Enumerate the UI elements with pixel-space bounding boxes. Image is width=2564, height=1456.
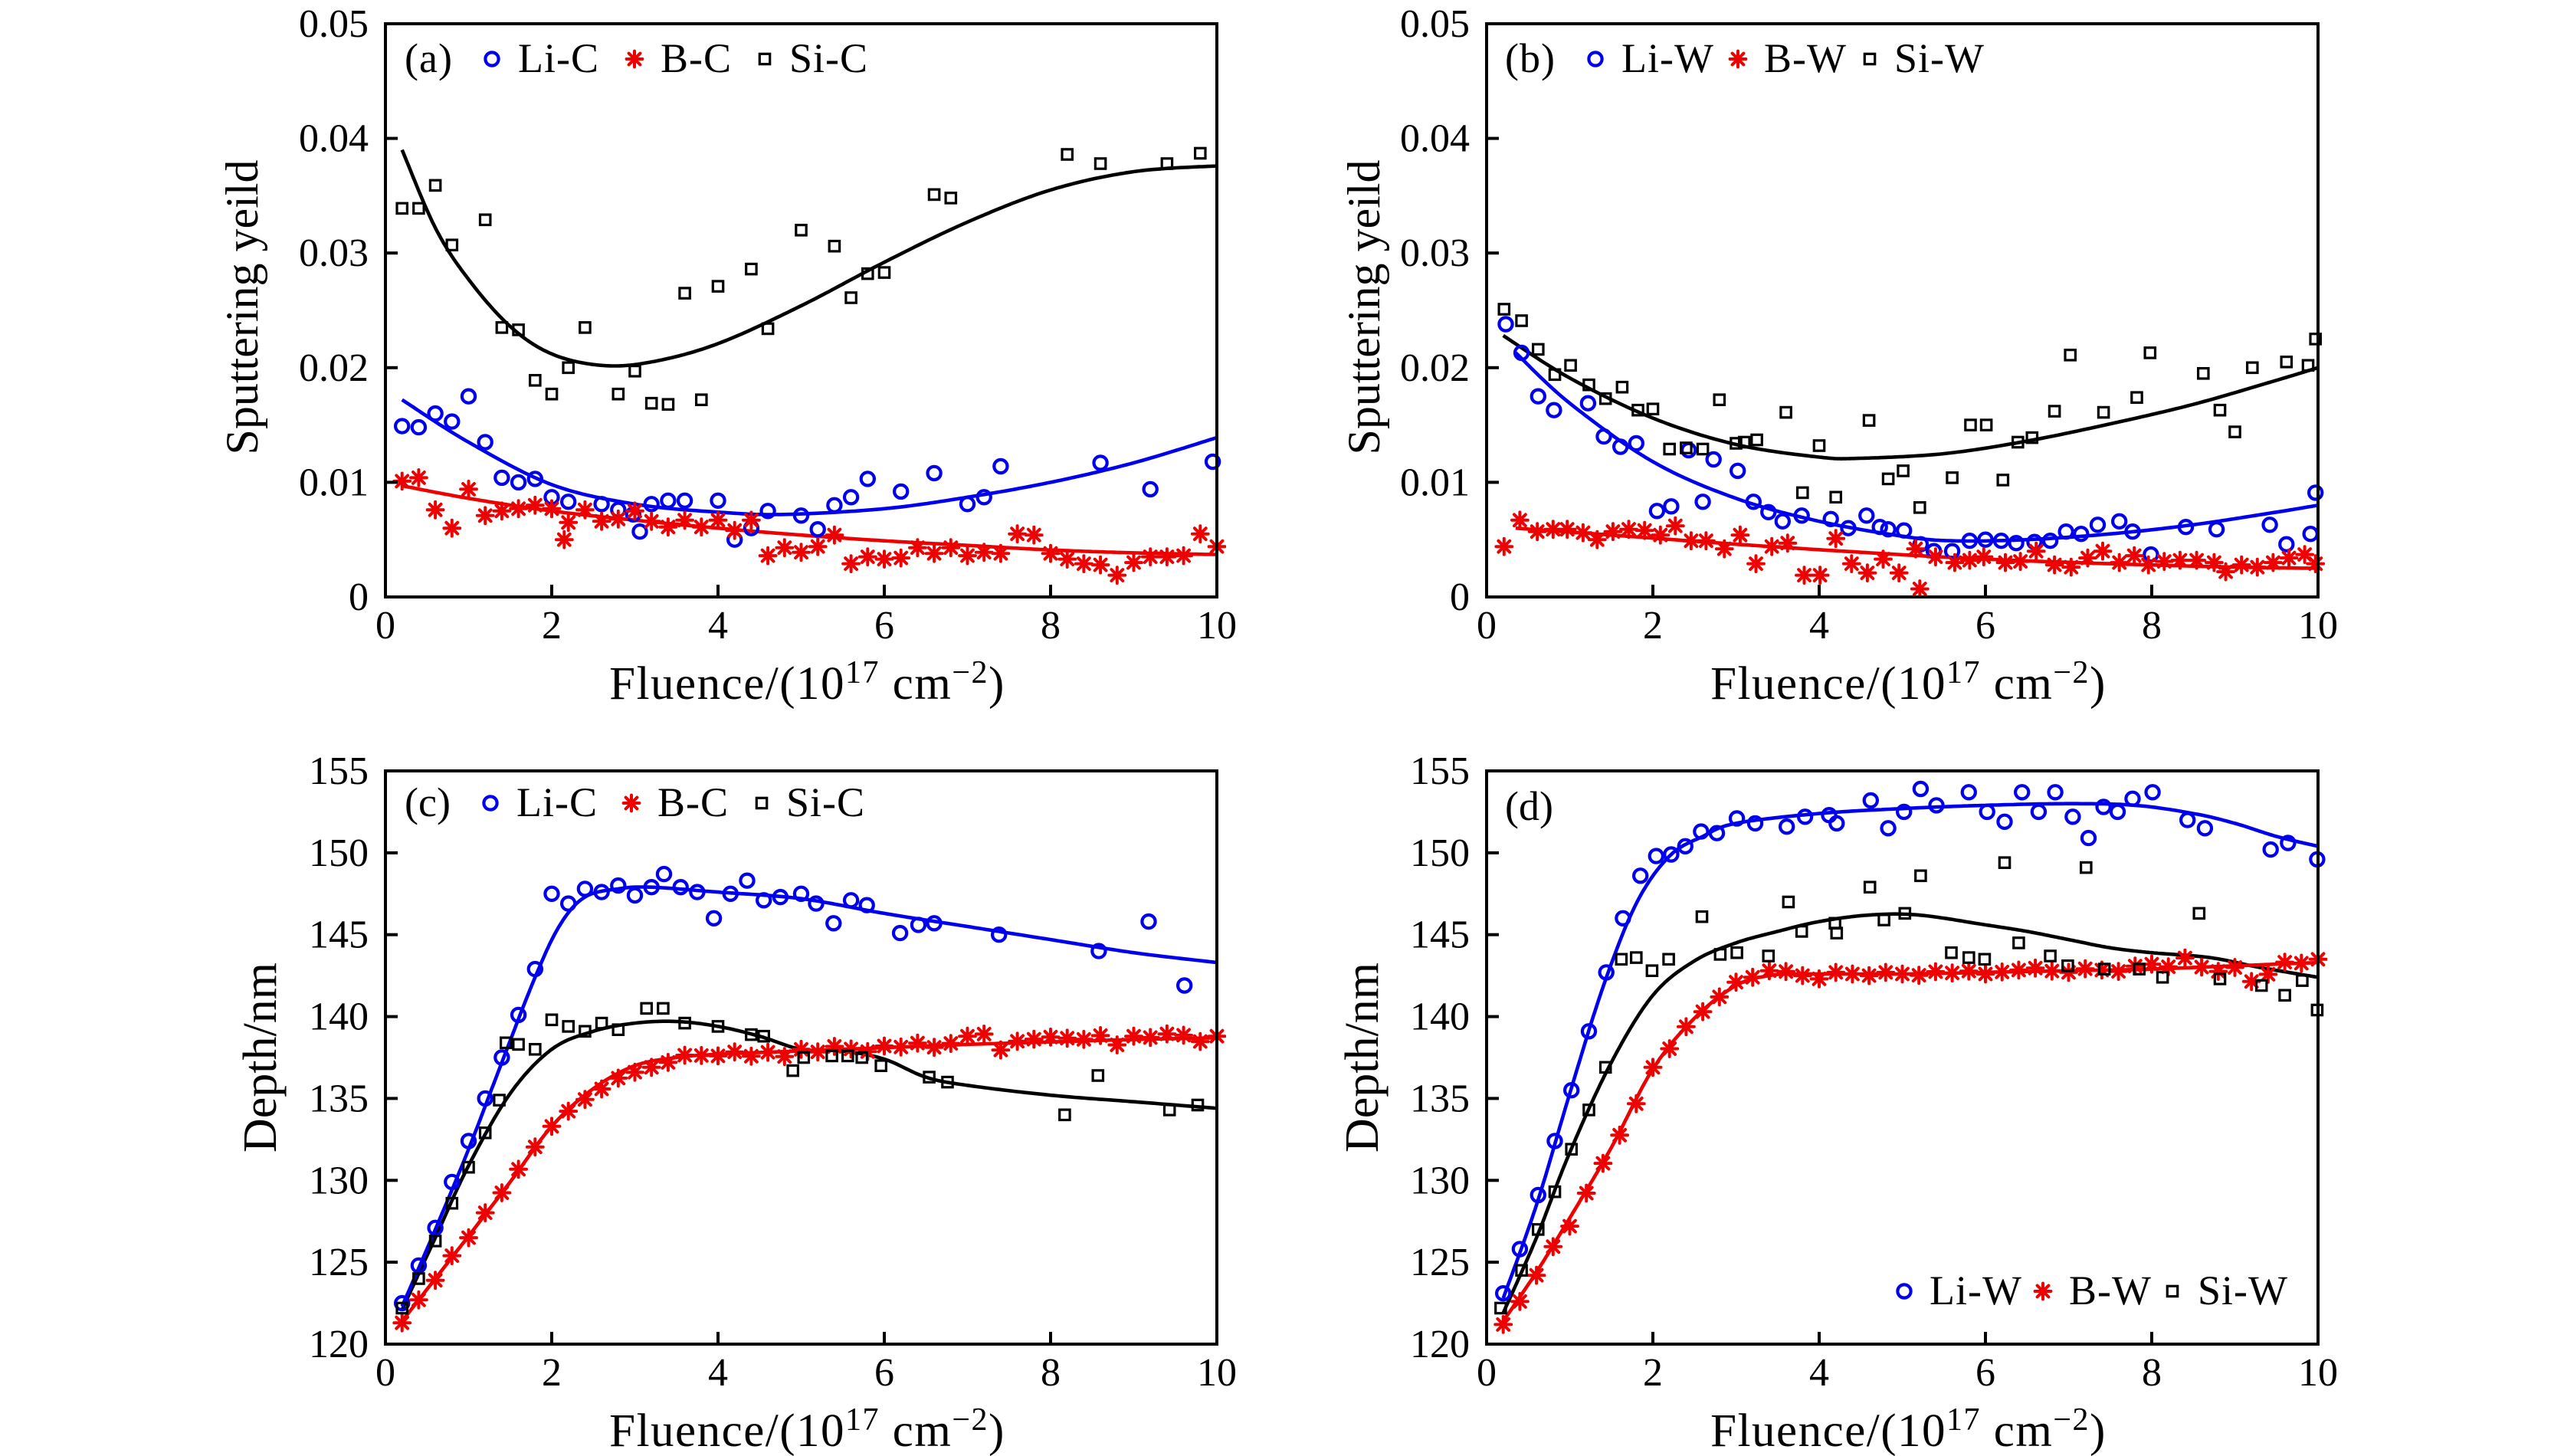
svg-text:125: 125 [309,1241,369,1284]
svg-text:120: 120 [309,1323,369,1366]
svg-text:155: 155 [1410,749,1470,793]
svg-text:Sputtering yeild: Sputtering yeild [1339,160,1389,455]
svg-text:0: 0 [375,604,395,648]
svg-text:4: 4 [708,1351,728,1395]
svg-text:Sputtering yeild: Sputtering yeild [217,160,267,455]
svg-text:140: 140 [309,995,369,1039]
svg-text:Li-W: Li-W [1621,35,1714,81]
svg-text:0: 0 [375,1351,395,1395]
svg-text:0: 0 [1477,1351,1497,1395]
svg-text:120: 120 [1410,1323,1470,1366]
svg-text:6: 6 [874,1351,894,1395]
svg-text:Li-W: Li-W [1930,1267,2022,1313]
svg-text:Li-C: Li-C [516,779,598,825]
svg-text:150: 150 [309,831,369,875]
svg-text:135: 135 [1410,1077,1470,1120]
svg-text:10: 10 [2298,604,2338,648]
svg-text:8: 8 [1041,604,1061,648]
svg-text:0.04: 0.04 [1400,117,1470,161]
svg-text:0.05: 0.05 [1400,2,1470,46]
svg-text:(c): (c) [405,779,451,825]
svg-text:0.01: 0.01 [1400,461,1470,504]
svg-text:B-C: B-C [657,779,729,825]
svg-text:0.05: 0.05 [299,2,369,46]
svg-text:0.02: 0.02 [1400,346,1470,390]
svg-text:Si-W: Si-W [1894,35,1985,81]
svg-text:Fluence/(1017 cm−2): Fluence/(1017 cm−2) [1710,655,2107,710]
svg-text:0.02: 0.02 [299,346,369,390]
svg-text:Si-C: Si-C [789,35,868,81]
svg-text:6: 6 [874,604,894,648]
svg-text:125: 125 [1410,1241,1470,1284]
svg-text:0.03: 0.03 [1400,231,1470,275]
svg-text:8: 8 [2142,1351,2162,1395]
svg-text:0.01: 0.01 [299,461,369,504]
svg-text:(d): (d) [1505,783,1553,829]
svg-text:2: 2 [542,1351,562,1395]
svg-text:2: 2 [1643,1351,1663,1395]
svg-text:Fluence/(1017 cm−2): Fluence/(1017 cm−2) [1710,1402,2107,1456]
svg-text:10: 10 [2298,1351,2338,1395]
svg-text:0.03: 0.03 [299,231,369,275]
svg-text:2: 2 [542,604,562,648]
svg-text:Fluence/(1017 cm−2): Fluence/(1017 cm−2) [609,655,1005,710]
svg-text:130: 130 [309,1159,369,1202]
svg-text:0.04: 0.04 [299,117,369,161]
svg-text:B-W: B-W [1764,35,1847,81]
svg-text:4: 4 [708,604,728,648]
svg-text:Depth/nm: Depth/nm [234,962,287,1153]
svg-text:6: 6 [1975,604,1995,648]
svg-text:0: 0 [1477,604,1497,648]
svg-text:6: 6 [1975,1351,1995,1395]
svg-text:2: 2 [1643,604,1663,648]
svg-text:8: 8 [1041,1351,1061,1395]
svg-text:Si-C: Si-C [786,779,865,825]
svg-text:B-W: B-W [2069,1267,2152,1313]
svg-text:140: 140 [1410,995,1470,1039]
svg-text:(b): (b) [1505,35,1556,81]
svg-text:130: 130 [1410,1159,1470,1202]
svg-text:0: 0 [1450,576,1470,619]
svg-text:4: 4 [1809,1351,1829,1395]
svg-text:135: 135 [309,1077,369,1120]
svg-text:155: 155 [309,749,369,793]
svg-text:150: 150 [1410,831,1470,875]
svg-text:145: 145 [1410,913,1470,957]
svg-text:10: 10 [1197,604,1237,648]
svg-text:0: 0 [349,576,369,619]
svg-text:(a): (a) [405,35,453,81]
svg-text:Si-W: Si-W [2198,1267,2288,1313]
svg-text:4: 4 [1809,604,1829,648]
svg-text:145: 145 [309,913,369,957]
svg-text:8: 8 [2142,604,2162,648]
svg-text:Li-C: Li-C [518,35,599,81]
svg-text:B-C: B-C [661,35,732,81]
svg-text:Fluence/(1017 cm−2): Fluence/(1017 cm−2) [609,1402,1005,1456]
svg-text:Depth/nm: Depth/nm [1336,962,1389,1153]
svg-text:10: 10 [1197,1351,1237,1395]
